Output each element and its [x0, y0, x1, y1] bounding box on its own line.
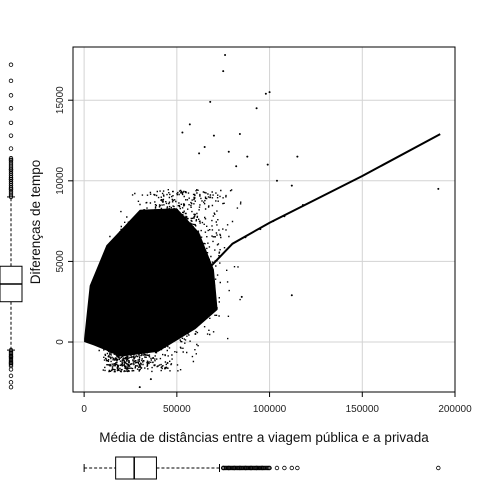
y-boxplot-outlier	[9, 121, 13, 125]
y-boxplot-outlier	[9, 94, 13, 98]
x-boxplot-outlier	[296, 466, 300, 470]
data-point	[235, 165, 237, 167]
y-axis-title: Diferenças de tempo	[28, 160, 43, 285]
y-boxplot-outlier	[9, 147, 13, 151]
data-point	[150, 378, 152, 380]
data-point	[167, 362, 169, 364]
y-boxplot-outlier	[9, 385, 13, 389]
y-boxplot-outlier	[9, 106, 13, 110]
data-point	[241, 296, 243, 298]
x-tick-label: 200000	[438, 404, 472, 415]
x-boxplot-outlier	[290, 466, 294, 470]
x-tick-label: 50000	[163, 404, 191, 415]
data-point	[194, 333, 196, 335]
y-tick-label: 10000	[55, 166, 66, 194]
data-point	[437, 188, 439, 190]
data-point	[265, 93, 267, 95]
y-boxplot	[0, 63, 22, 389]
x-boxplot-box	[116, 457, 157, 479]
data-point	[198, 152, 200, 154]
data-point	[139, 386, 141, 388]
data-point	[189, 123, 191, 125]
y-boxplot-outlier	[9, 374, 13, 378]
data-point	[267, 164, 269, 166]
y-boxplot-outlier	[9, 63, 13, 67]
y-boxplot-outlier	[9, 134, 13, 138]
y-tick-label: 15000	[55, 86, 66, 114]
data-point	[209, 101, 211, 103]
data-point	[213, 135, 215, 137]
data-point	[239, 133, 241, 135]
data-point	[291, 185, 293, 187]
y-boxplot-outlier	[9, 79, 13, 83]
y-boxplot-outlier	[9, 381, 13, 385]
point-cloud	[84, 189, 241, 372]
x-boxplot-outlier	[275, 466, 279, 470]
data-point	[256, 107, 258, 109]
y-tick-label: 5000	[55, 250, 66, 273]
data-point	[291, 294, 293, 296]
data-point	[296, 156, 298, 158]
data-point	[204, 146, 206, 148]
data-point	[224, 54, 226, 56]
x-axis: 0 50000 100000 150000 200000	[81, 392, 472, 415]
data-point	[222, 70, 224, 72]
data-point	[124, 365, 126, 367]
data-point	[181, 131, 183, 133]
x-axis-title: Média de distâncias entre a viagem públi…	[99, 430, 429, 445]
x-boxplot-outlier	[437, 466, 441, 470]
x-boxplot-outlier	[283, 466, 287, 470]
data-point	[269, 91, 271, 93]
x-tick-label: 100000	[253, 404, 287, 415]
x-tick-label: 150000	[346, 404, 380, 415]
point-cloud-core	[84, 208, 218, 356]
data-point	[228, 151, 230, 153]
y-tick-label: 0	[55, 339, 66, 345]
x-boxplot	[84, 457, 440, 479]
x-tick-label: 0	[81, 404, 87, 415]
y-axis: 0 5000 10000 15000	[55, 86, 73, 345]
data-point	[246, 156, 248, 158]
data-point	[276, 180, 278, 182]
